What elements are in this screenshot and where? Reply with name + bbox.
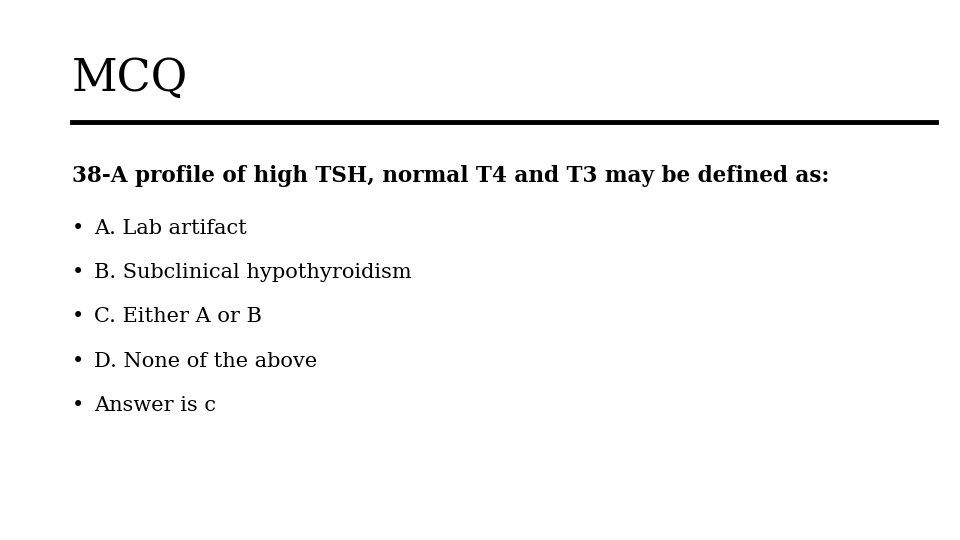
Text: •: • (72, 307, 84, 326)
Text: •: • (72, 352, 84, 370)
Text: C. Either A or B: C. Either A or B (94, 307, 262, 326)
Text: D. None of the above: D. None of the above (94, 352, 318, 370)
Text: 38-A profile of high TSH, normal T4 and T3 may be defined as:: 38-A profile of high TSH, normal T4 and … (72, 165, 829, 187)
Text: A. Lab artifact: A. Lab artifact (94, 219, 247, 238)
Text: •: • (72, 263, 84, 282)
Text: B. Subclinical hypothyroidism: B. Subclinical hypothyroidism (94, 263, 412, 282)
Text: Answer is c: Answer is c (94, 396, 216, 415)
Text: MCQ: MCQ (72, 57, 188, 100)
Text: •: • (72, 219, 84, 238)
Text: •: • (72, 396, 84, 415)
